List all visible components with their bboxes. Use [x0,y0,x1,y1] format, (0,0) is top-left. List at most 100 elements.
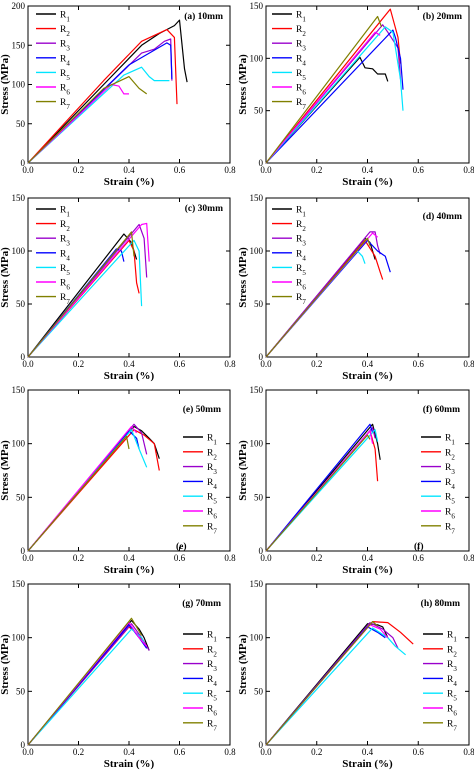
legend-entry: R6 [60,279,70,292]
series-line-r1 [265,423,381,552]
legend-entry: R6 [296,84,306,97]
panel-title: (e) 50mm [183,404,221,415]
legend-entry: R4 [296,54,306,67]
legend-entry: R3 [60,40,70,53]
y-tick-label: 200 [12,1,26,11]
series-line-r7 [27,231,135,358]
series-line-r2 [27,29,178,164]
x-tick-label: 0.0 [22,359,34,369]
legend-entry: R7 [447,719,457,732]
x-tick-label: 0.8 [224,165,236,175]
legend-entry: R1 [207,434,217,447]
x-tick-label: 0.8 [224,359,236,369]
y-tick-label: 100 [12,80,26,90]
x-axis-title: Strain (%) [104,758,155,770]
series-line-r6 [265,31,381,164]
y-tick-label: 50 [254,299,264,309]
chart-panel-3: 0.0 0.2 0.4 0.6 0.8 0 50 100 150 Strain (%) Stress… [0,193,236,382]
legend-entry: R2 [447,645,457,658]
x-axis-title: Strain (%) [104,564,155,576]
series-line-r6 [27,222,150,358]
y-tick-label: 0 [259,546,264,556]
legend-entry: R3 [445,463,455,476]
legend-entry: R2 [445,448,455,461]
legend-entry: R1 [60,11,70,24]
series-line-r7 [27,435,130,552]
x-tick-label: 0.6 [174,747,186,757]
legend-entry: R2 [60,220,70,233]
legend-entry: R6 [207,508,217,521]
x-axis-title: Strain (%) [342,176,393,188]
panel-title: (h) 80mm [421,598,460,609]
x-tick-label: 0.2 [311,359,322,369]
legend-entry: R4 [60,249,70,262]
legend-entry: R5 [447,690,457,703]
x-tick-label: 0.2 [311,553,322,563]
y-axis-title: Stress (MPa) [0,54,11,115]
series-line-r3 [265,621,399,746]
y-axis-title: Stress (MPa) [237,440,249,501]
x-tick-label: 0.6 [174,553,186,563]
legend-entry: R7 [207,522,217,535]
y-axis-title: Stress (MPa) [0,634,11,695]
y-tick-label: 0 [21,546,26,556]
y-tick-label: 50 [16,119,26,129]
legend-entry: R5 [207,493,217,506]
y-tick-label: 100 [250,246,264,256]
y-tick-label: 50 [16,299,26,309]
x-tick-label: 0.8 [463,747,474,757]
y-tick-label: 150 [12,40,26,50]
y-axis-title: Stress (MPa) [237,54,249,115]
legend-entry: R1 [60,206,70,219]
x-tick-label: 0.4 [123,553,135,563]
y-axis-title: Stress (MPa) [237,247,249,308]
legend-entry: R5 [445,493,455,506]
y-tick-label: 100 [12,633,26,643]
chart-panel-7: 0.0 0.2 0.4 0.6 0.8 0 50 100 150 Strain (%) Stress… [0,579,236,770]
legend-entry: R3 [296,235,306,248]
y-tick-label: 50 [254,106,264,116]
x-axis-title: Strain (%) [342,758,393,770]
x-tick-label: 0.2 [73,747,84,757]
panel-title: (a) 10mm [184,11,223,22]
x-tick-label: 0.0 [22,165,34,175]
legend-entry: R2 [296,220,306,233]
x-axis-title: Strain (%) [104,176,155,188]
series-line-r7 [265,237,371,358]
panel-title: (f) 60mm [423,404,460,415]
x-axis-title: Strain (%) [104,370,155,382]
x-tick-label: 0.8 [224,553,236,563]
x-tick-label: 0.2 [73,165,84,175]
x-tick-label: 0.2 [73,359,84,369]
y-axis-title: Stress (MPa) [237,634,249,695]
legend-entry: R5 [207,690,217,703]
chart-panel-1: 0.0 0.2 0.4 0.6 0.8 0 50 100 150 200 Strain (%) Str… [0,1,236,188]
x-tick-label: 0.4 [362,553,374,563]
series-line-r7 [27,617,143,746]
panel-title: (b) 20mm [423,11,462,22]
x-tick-label: 0.8 [463,165,474,175]
series-line-r4 [265,423,374,552]
legend-entry: R3 [207,660,217,673]
y-tick-label: 100 [250,439,264,449]
panel-title: (g) 70mm [182,598,221,609]
legend-entry: R7 [207,719,217,732]
legend-entry: R5 [296,69,306,82]
series-line-r7 [265,620,378,746]
chart-panel-8: 0.0 0.2 0.4 0.6 0.8 0 50 100 150 Strain (%) Stress… [237,579,474,770]
y-tick-label: 50 [254,492,264,502]
y-tick-label: 150 [250,193,264,203]
series-line-r3 [265,231,381,358]
series-line-r5 [27,66,170,164]
y-tick-label: 100 [250,633,264,643]
x-tick-label: 0.0 [260,553,272,563]
y-tick-label: 50 [16,686,26,696]
y-tick-label: 100 [12,246,26,256]
